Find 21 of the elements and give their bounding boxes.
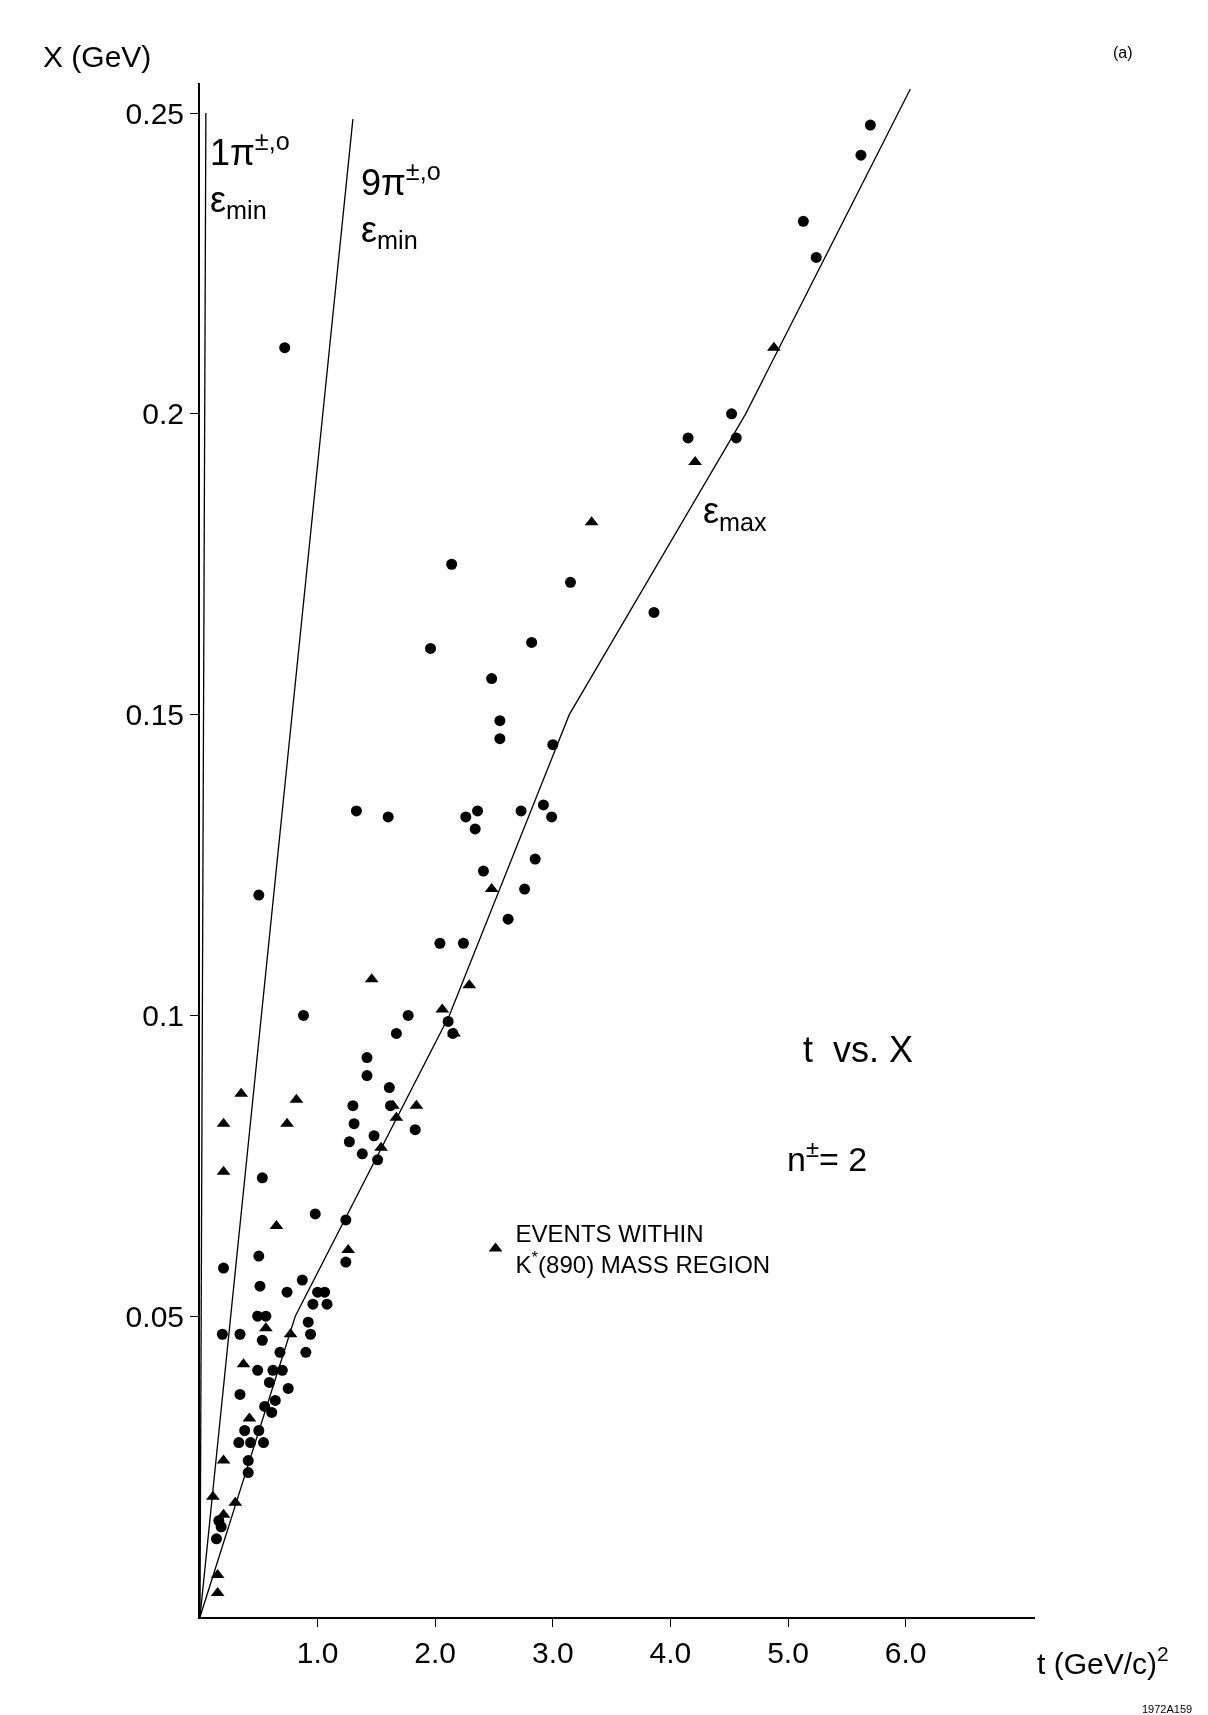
y-tick-label: 0.1 — [142, 998, 184, 1032]
annotation: ε$_{max}$ — [703, 490, 768, 536]
text: 1972A159 — [1142, 1703, 1193, 1715]
text: (a) — [1113, 44, 1133, 61]
annotation: n$^{±}$= 2 — [787, 1135, 868, 1179]
y-tick-label: 0.2 — [142, 397, 184, 431]
y-axis-title: X (GeV) — [43, 40, 152, 73]
annotation: t vs. X — [803, 1029, 914, 1070]
x-tick-label: 1.0 — [296, 1636, 339, 1669]
x-tick-label: 5.0 — [767, 1636, 809, 1669]
y-tick-label: 0.05 — [125, 1299, 184, 1333]
x-tick-label: 2.0 — [414, 1636, 457, 1669]
y-tick-label: 0.15 — [125, 698, 184, 732]
x-tick-label: 6.0 — [884, 1636, 927, 1669]
text: 9π$^{±,o}$ ε$_{min}$ — [361, 157, 441, 255]
text: 1π$^{±,o}$ ε$_{min}$ — [210, 127, 290, 225]
x-axis-title: t (GeV/c)$^{2}$ — [1037, 1642, 1169, 1680]
x-tick-label: 3.0 — [531, 1636, 574, 1669]
legend-label: EVENTS WITHIN K$^{*}$(890) MASS REGION — [515, 1220, 771, 1279]
y-tick-label: 0.25 — [125, 96, 184, 130]
x-tick-label: 4.0 — [649, 1636, 692, 1669]
